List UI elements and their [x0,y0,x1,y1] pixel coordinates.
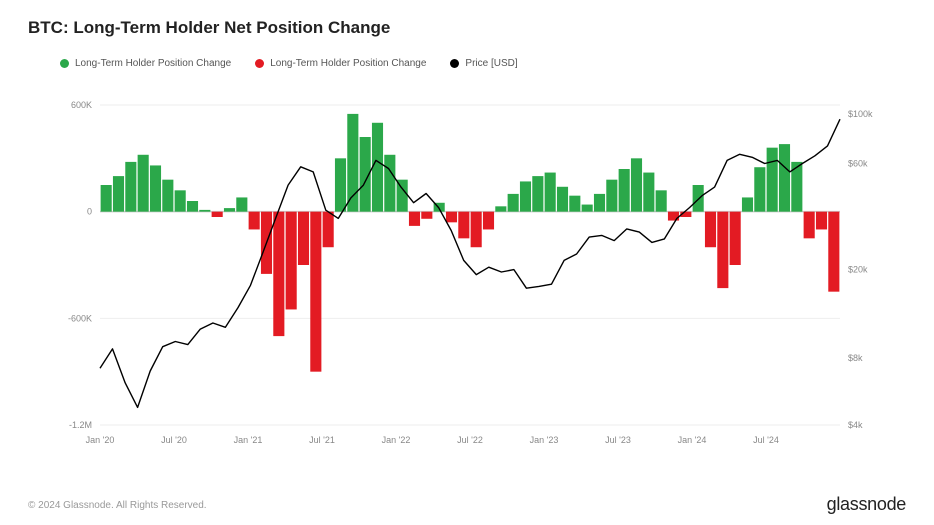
svg-text:$8k: $8k [848,353,863,363]
legend-item-positive: Long-Term Holder Position Change [60,58,231,69]
legend-swatch-positive [60,59,69,68]
chart-title: BTC: Long-Term Holder Net Position Chang… [28,18,390,38]
svg-text:$100k: $100k [848,109,873,119]
svg-text:0: 0 [87,207,92,217]
svg-text:$60k: $60k [848,159,868,169]
svg-text:Jul '22: Jul '22 [457,435,483,445]
legend-item-price: Price [USD] [450,58,517,69]
legend-label: Price [USD] [465,58,517,69]
chart-plot: 600K 0 -600K -1.2M $100k $60k $20k $8k $4k Jan '2… [60,85,880,455]
legend-label: Long-Term Holder Position Change [270,58,426,69]
legend-label: Long-Term Holder Position Change [75,58,231,69]
legend-item-negative: Long-Term Holder Position Change [255,58,426,69]
legend-swatch-price [450,59,459,68]
legend: Long-Term Holder Position Change Long-Te… [60,58,518,69]
svg-text:$20k: $20k [848,265,868,275]
svg-text:-600K: -600K [68,313,92,323]
svg-text:$4k: $4k [848,420,863,430]
svg-text:Jan '20: Jan '20 [86,435,115,445]
svg-text:Jan '21: Jan '21 [234,435,263,445]
svg-text:600K: 600K [71,100,92,110]
brand-logo: glassnode [827,494,906,515]
svg-text:Jul '20: Jul '20 [161,435,187,445]
svg-text:Jul '21: Jul '21 [309,435,335,445]
svg-text:Jan '23: Jan '23 [530,435,559,445]
svg-text:Jan '22: Jan '22 [382,435,411,445]
svg-text:-1.2M: -1.2M [69,420,92,430]
svg-text:Jan '24: Jan '24 [678,435,707,445]
chart-svg: 600K 0 -600K -1.2M $100k $60k $20k $8k $4k Jan '2… [60,85,880,455]
svg-text:Jul '23: Jul '23 [605,435,631,445]
legend-swatch-negative [255,59,264,68]
svg-text:Jul '24: Jul '24 [753,435,779,445]
copyright: © 2024 Glassnode. All Rights Reserved. [28,500,207,511]
